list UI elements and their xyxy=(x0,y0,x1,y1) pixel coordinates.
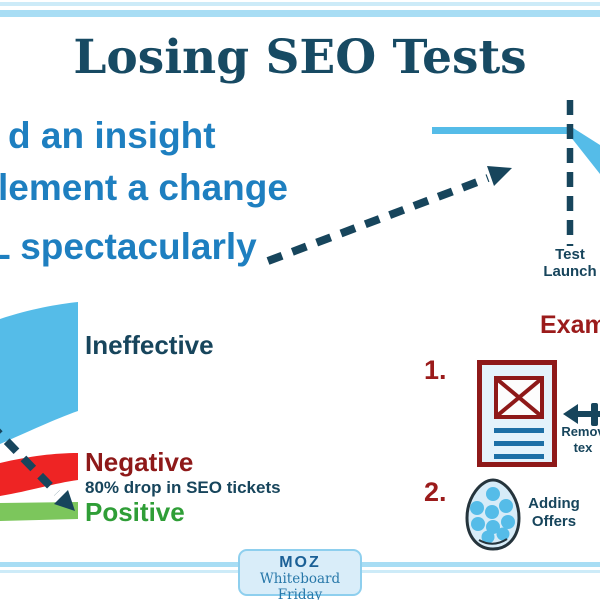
remove-arrow-icon xyxy=(563,403,600,426)
test-launch-label-line1: Test xyxy=(555,246,585,263)
negative-note: 80% drop in SEO tickets xyxy=(85,478,281,497)
easter-egg-icon xyxy=(465,478,521,551)
step-line-1: d an insight xyxy=(8,115,216,156)
positive-label: Positive xyxy=(85,497,185,527)
negative-band-shape xyxy=(0,453,78,496)
test-launch-label-line2: Launch xyxy=(543,263,597,280)
image-x-icon xyxy=(496,378,542,417)
example-2-label: Adding Offers xyxy=(526,495,582,531)
page-title: Losing SEO Tests xyxy=(73,30,527,85)
moz-logo: MOZ xyxy=(279,554,321,571)
test-launch-label: Test Launch xyxy=(538,246,600,280)
text-line-icon xyxy=(494,441,544,446)
image-placeholder-icon xyxy=(494,376,544,419)
example-1-label-line2: tex xyxy=(573,440,593,455)
traffic-line-chart xyxy=(432,100,600,246)
arrow-to-chart-icon xyxy=(266,166,512,265)
example-1-number: 1. xyxy=(424,355,447,385)
example-1-label: Remov tex xyxy=(558,424,600,456)
moz-whiteboard-friday-badge: MOZ Whiteboard Friday xyxy=(238,549,362,600)
example-2-label-line2: Offers xyxy=(531,513,577,530)
positive-band-shape xyxy=(0,502,78,521)
whiteboard-friday-label: Whiteboard Friday xyxy=(259,571,341,600)
arrow-to-positive-icon xyxy=(0,428,75,511)
ineffective-band-shape xyxy=(0,302,78,444)
examples-heading: Exam xyxy=(540,311,600,339)
whiteboard-border-top-inner xyxy=(0,10,600,17)
step-line-3: L spectacularly xyxy=(0,226,257,267)
step-line-2: lement a change xyxy=(0,167,288,208)
document-icon xyxy=(477,360,557,467)
ineffective-label: Ineffective xyxy=(85,330,214,360)
example-2-label-line1: Adding xyxy=(528,495,580,512)
negative-label: Negative xyxy=(85,447,194,477)
example-2-number: 2. xyxy=(424,477,447,507)
text-line-icon xyxy=(494,454,544,459)
text-line-icon xyxy=(494,428,544,433)
example-1-label-line1: Remov xyxy=(561,424,600,439)
whiteboard-border-top-outer xyxy=(0,2,600,6)
